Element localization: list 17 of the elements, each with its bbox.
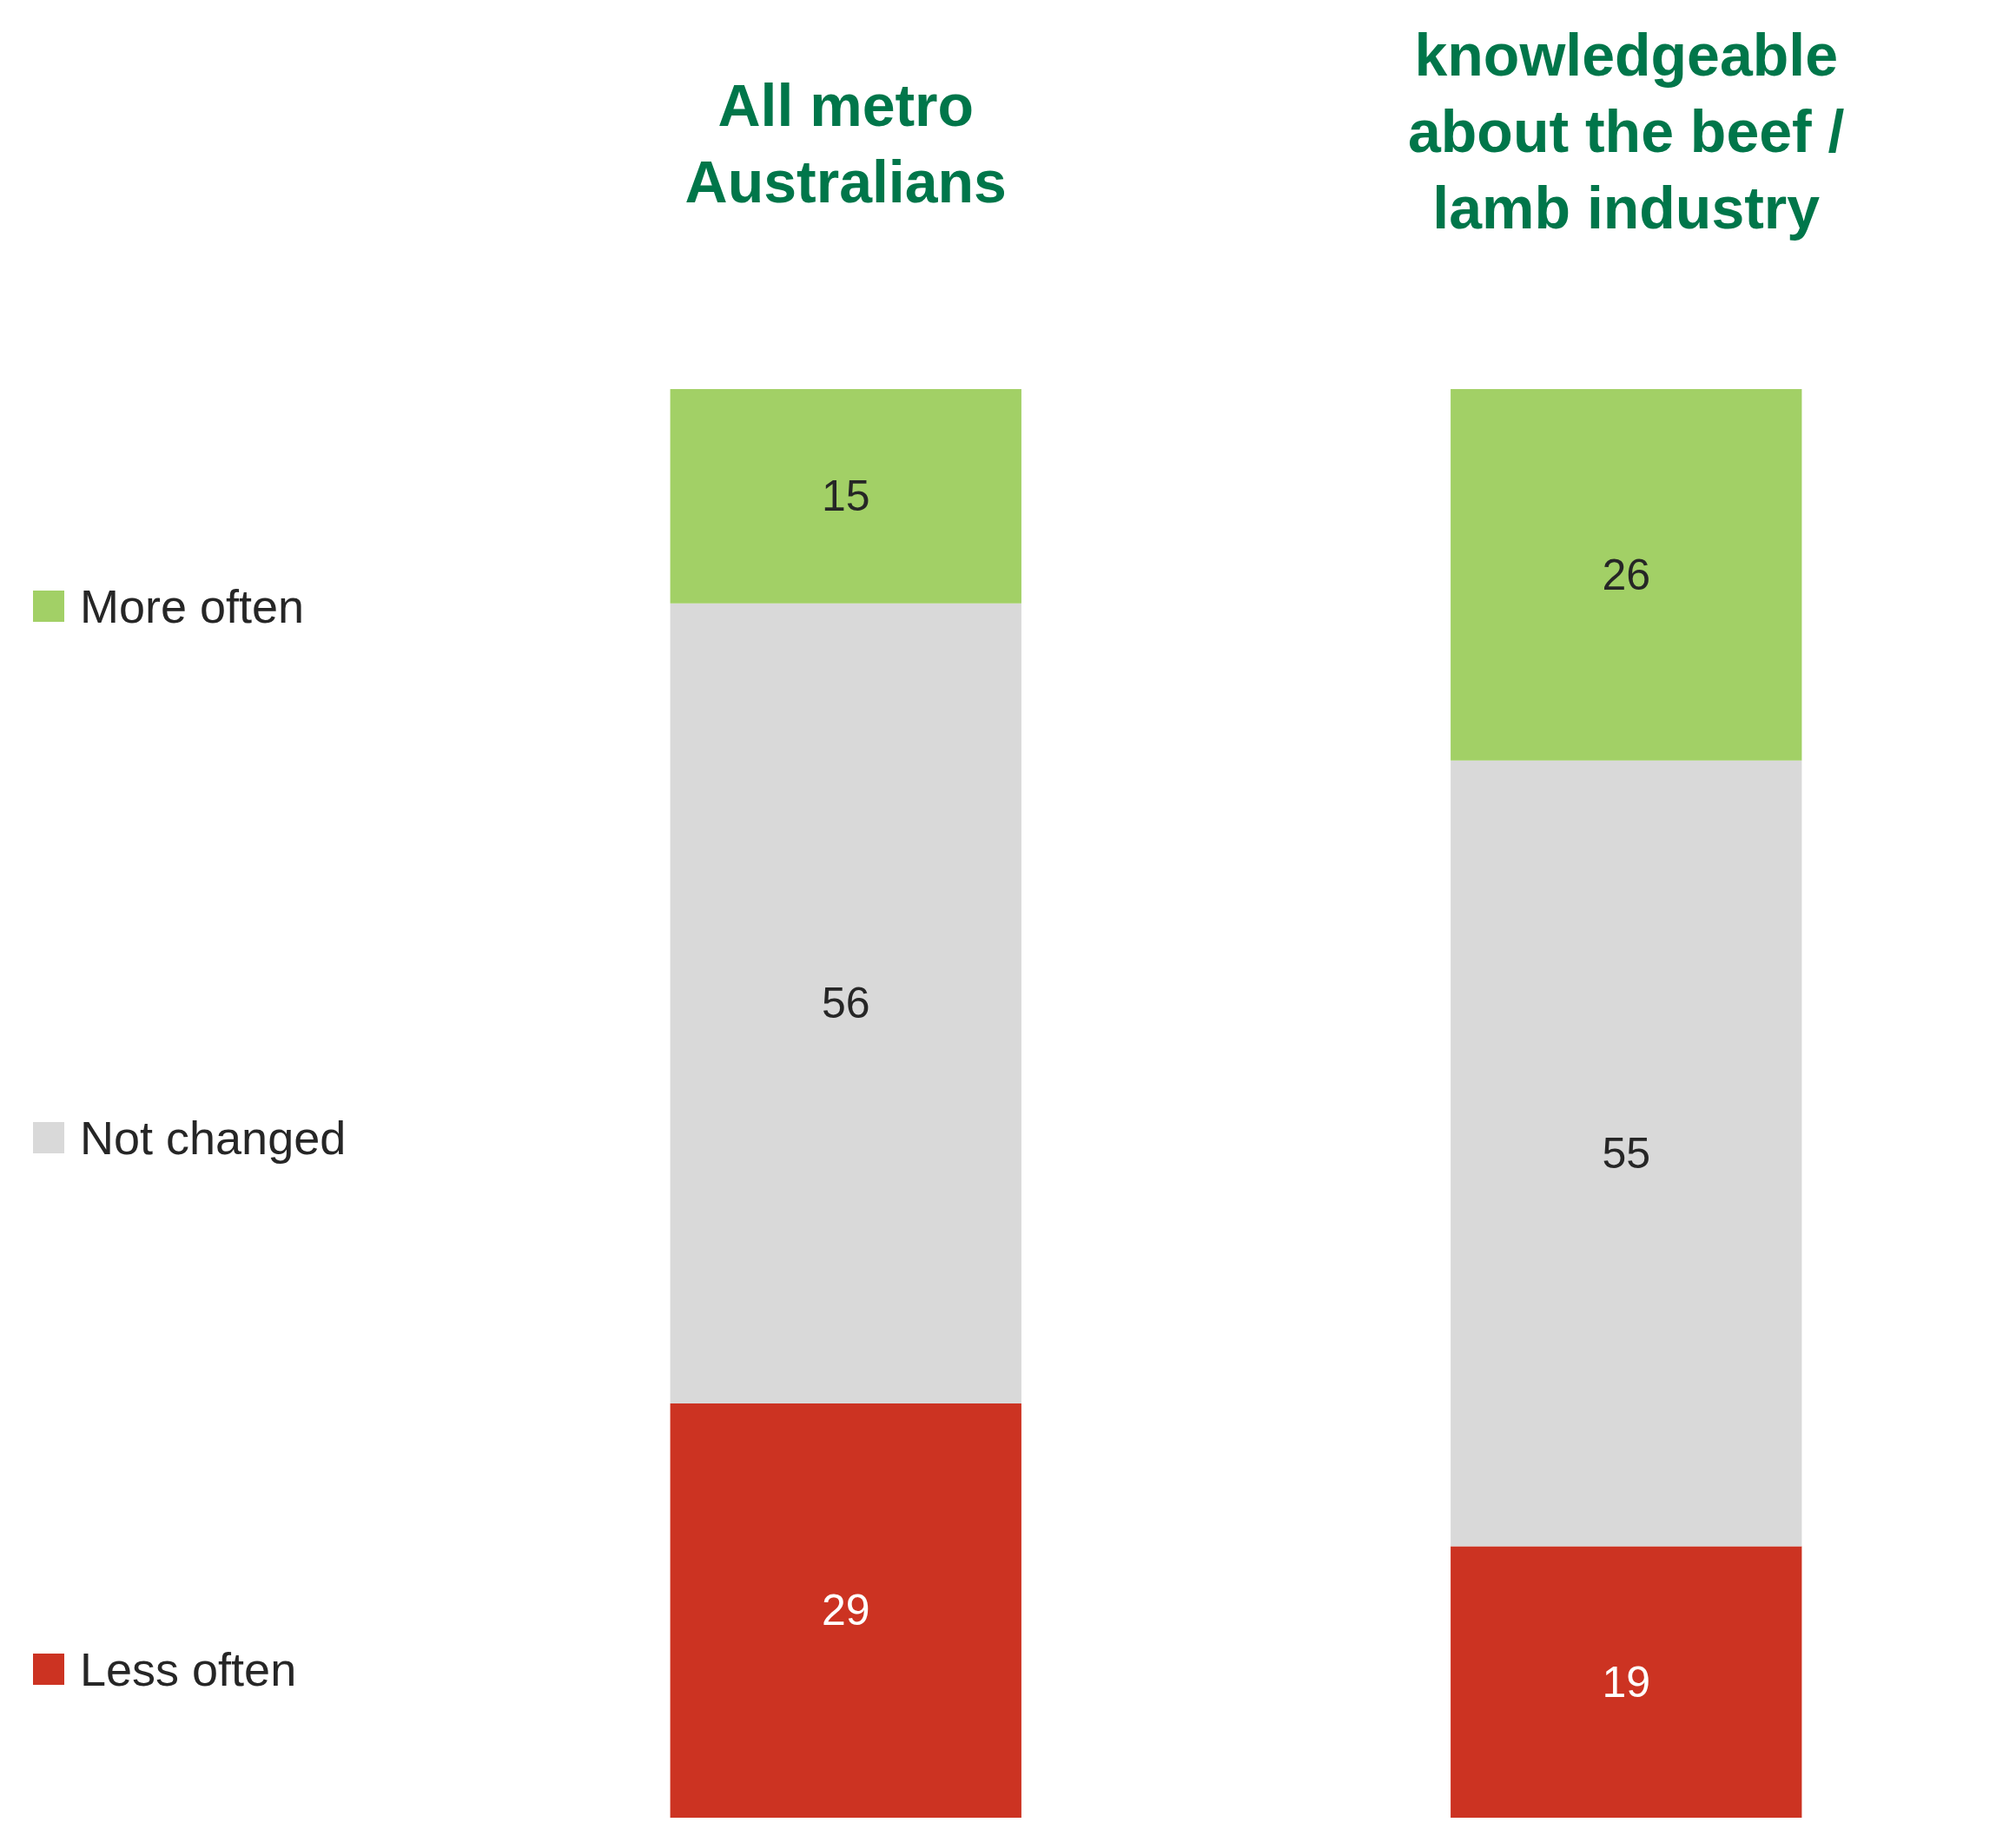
x-tick-label: knowledgeable about the beef / lamb industry	[1408, 22, 1845, 241]
bar	[1451, 389, 1802, 761]
bar	[1451, 760, 1802, 1547]
bar	[1451, 1546, 1802, 1818]
data-label: 26	[1602, 550, 1651, 599]
data-label: 55	[1602, 1129, 1651, 1179]
data-label: 56	[821, 979, 870, 1028]
data-label: 19	[1602, 1657, 1651, 1707]
bar	[670, 389, 1021, 604]
bar	[670, 603, 1021, 1403]
data-label: 15	[821, 472, 870, 521]
legend-label: Less often	[80, 1643, 297, 1695]
x-tick-label: All metro Australians	[684, 72, 1007, 215]
data-label: 29	[821, 1586, 870, 1635]
legend-label: Not changed	[80, 1112, 347, 1164]
legend-label: More often	[80, 580, 305, 632]
bar	[670, 1403, 1021, 1818]
